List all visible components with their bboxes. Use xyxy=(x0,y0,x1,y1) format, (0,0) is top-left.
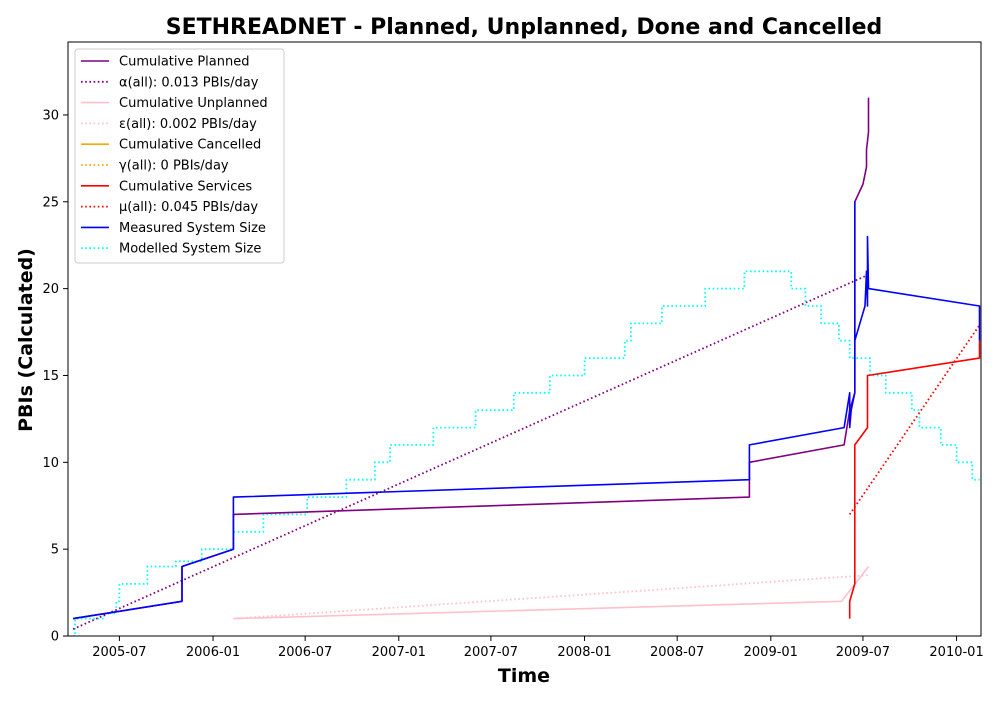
legend-label-8: Measured System Size xyxy=(119,221,266,236)
chart-title: SETHREADNET - Planned, Unplanned, Done a… xyxy=(166,15,883,40)
x-tick-label-1: 2006-01 xyxy=(186,645,240,660)
series-line-8 xyxy=(72,201,981,620)
x-tick-label-4: 2007-07 xyxy=(464,645,518,660)
legend-label-4: Cumulative Cancelled xyxy=(119,138,261,153)
plot-area xyxy=(72,97,981,636)
legend-label-9: Modelled System Size xyxy=(119,242,261,257)
series-line-9 xyxy=(73,270,980,636)
legend-label-0: Cumulative Planned xyxy=(119,55,249,70)
legend-label-3: ε(all): 0.002 PBIs/day xyxy=(119,117,257,132)
series-line-6 xyxy=(848,340,981,619)
x-tick-label-0: 2005-07 xyxy=(92,645,146,660)
x-axis-label: Time xyxy=(498,665,550,687)
legend-label-2: Cumulative Unplanned xyxy=(119,96,268,111)
x-tick-label-7: 2009-01 xyxy=(744,645,798,660)
y-axis-label: PBIs (Calculated) xyxy=(15,248,37,432)
y-tick-label-5: 25 xyxy=(42,195,59,210)
x-tick-label-9: 2010-01 xyxy=(929,645,983,660)
legend-label-1: α(all): 0.013 PBIs/day xyxy=(119,75,259,90)
y-tick-label-0: 0 xyxy=(51,630,59,645)
x-tick-label-2: 2006-07 xyxy=(278,645,332,660)
legend-box xyxy=(74,48,285,264)
x-tick-label-8: 2009-07 xyxy=(836,645,890,660)
y-tick-label-6: 30 xyxy=(42,108,59,123)
y-tick-label-1: 5 xyxy=(51,543,59,558)
legend-label-7: μ(all): 0.045 PBIs/day xyxy=(119,200,258,215)
y-tick-label-4: 20 xyxy=(42,282,59,297)
legend-label-5: γ(all): 0 PBIs/day xyxy=(119,159,229,174)
series-line-7 xyxy=(848,324,981,515)
x-tick-label-6: 2008-07 xyxy=(650,645,704,660)
legend: Cumulative Planned α(all): 0.013 PBIs/day… xyxy=(74,48,285,264)
axes: 2005-07 2006-01 2006-07 2007-01 2007-07 2008-… xyxy=(42,41,984,660)
plot-frame xyxy=(67,41,982,637)
y-tick-label-2: 10 xyxy=(42,456,59,471)
x-tick-label-5: 2008-01 xyxy=(557,645,611,660)
x-tick-label-3: 2007-01 xyxy=(372,645,426,660)
series-line-2 xyxy=(233,566,870,620)
legend-label-6: Cumulative Services xyxy=(119,179,252,194)
y-tick-label-3: 15 xyxy=(42,369,59,384)
series-line-3 xyxy=(233,574,869,620)
